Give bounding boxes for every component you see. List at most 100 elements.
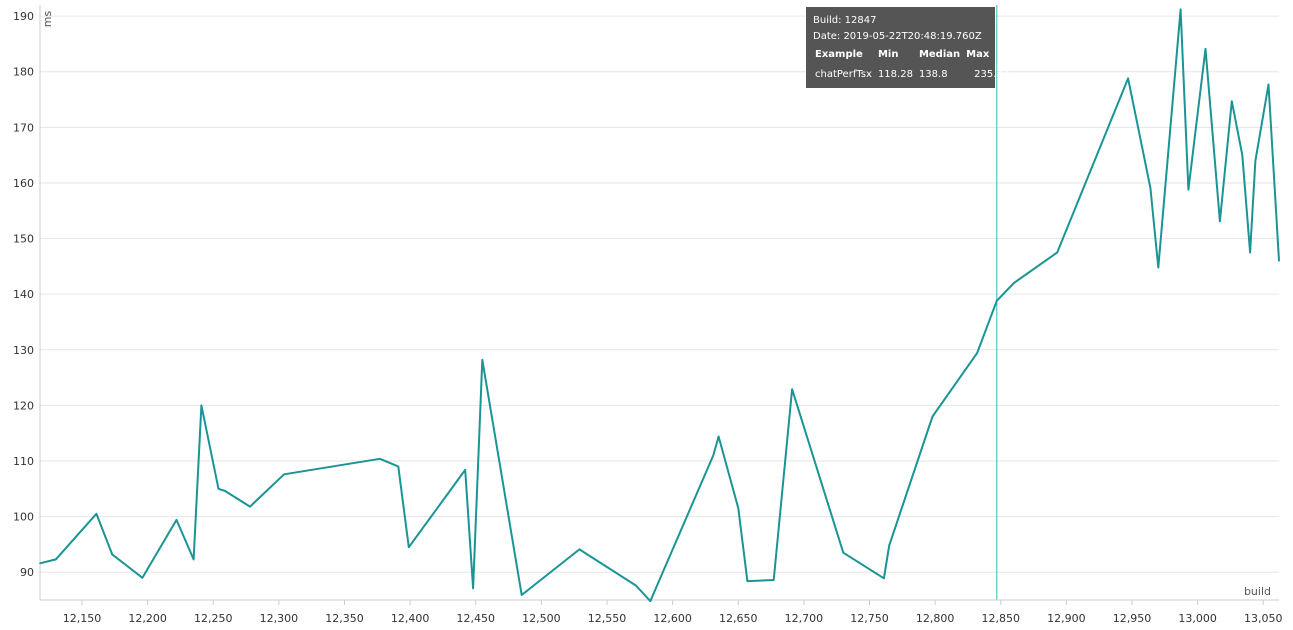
tooltip-header-example: Example: [815, 49, 863, 60]
data-point-12399: [408, 546, 410, 548]
data-point-12964: [1149, 187, 1152, 189]
data-point-12304: [283, 473, 285, 476]
x-tick-label-12250: 12,250: [194, 612, 233, 625]
tooltip-header-min: Min: [877, 49, 899, 60]
x-tick-label-12900: 12,900: [1047, 612, 1086, 625]
tooltip-min-value: 118.28: [877, 69, 913, 80]
data-point-12448: [472, 587, 474, 590]
data-point-12173: [111, 553, 113, 556]
data-point-12987: [1179, 8, 1182, 11]
data-point-12677: [772, 579, 775, 581]
y-tick-label-170: 170: [13, 121, 34, 134]
y-tick-label-180: 180: [13, 66, 34, 79]
data-point-12657: [746, 580, 749, 582]
tooltip-header-max: Max: [966, 49, 990, 60]
axes: [39, 5, 1279, 601]
series-layer: [39, 8, 1280, 603]
data-point-13026: [1231, 100, 1233, 102]
data-point-12970: [1157, 266, 1160, 269]
data-point-12118: [39, 562, 41, 565]
x-tick-label-12300: 12,300: [260, 612, 299, 625]
data-point-12993: [1187, 188, 1190, 191]
data-point-12947: [1127, 77, 1129, 80]
tooltip-date: Date: 2019-05-22T20:48:19.760Z: [813, 31, 982, 42]
data-point-12583: [649, 600, 652, 602]
tooltip-data-row: chatPerfTsx 118.28 138.8 235.32: [813, 65, 1013, 83]
tooltip-max-value: 235.32: [974, 69, 1010, 80]
data-point-12130: [55, 558, 57, 561]
tooltip-table: Example Min Median Max chatPerfTsx 118.2…: [813, 47, 1013, 83]
data-point-12847: [996, 300, 998, 302]
data-point-13044: [1254, 159, 1257, 162]
y-tick-label-90: 90: [20, 566, 34, 579]
x-tick-label-12800: 12,800: [916, 612, 955, 625]
x-tick-label-12500: 12,500: [522, 612, 561, 625]
data-point-12485: [520, 594, 523, 596]
data-point-12529: [578, 548, 581, 551]
y-axis-ticks: 90 100 110 120 130 140 150 160 170 180 190: [13, 10, 34, 579]
y-tick-label-190: 190: [13, 10, 34, 23]
x-axis-ticks: 12,150 12,200 12,250 12,300 12,350 12,400 12,4…: [63, 600, 1283, 625]
data-point-12196: [141, 577, 144, 579]
x-tick-label-12400: 12,400: [391, 612, 430, 625]
data-point-12254: [217, 488, 220, 490]
data-point-12631: [712, 454, 715, 457]
x-tick-label-12200: 12,200: [128, 612, 167, 625]
data-point-12860: [1013, 282, 1015, 284]
x-tick-label-12750: 12,750: [850, 612, 889, 625]
x-axis-title: build: [1244, 585, 1271, 598]
x-tick-label-12650: 12,650: [719, 612, 758, 625]
x-tick-label-12450: 12,450: [457, 612, 496, 625]
series-line-0: [39, 8, 1280, 603]
x-tick-label-12550: 12,550: [588, 612, 627, 625]
x-tick-label-13050: 13,050: [1244, 612, 1283, 625]
tooltip-header-row: Example Min Median Max: [813, 47, 1013, 65]
grid-lines: [40, 15, 1279, 573]
y-tick-label-120: 120: [13, 399, 34, 412]
y-axis-title: ms: [41, 11, 54, 28]
y-tick-label-110: 110: [13, 455, 34, 468]
y-tick-label-140: 140: [13, 288, 34, 301]
x-tick-label-12850: 12,850: [982, 612, 1021, 625]
data-point-12650: [737, 507, 740, 510]
data-point-12798: [931, 415, 934, 418]
data-point-12730: [842, 551, 845, 554]
x-tick-label-12150: 12,150: [63, 612, 102, 625]
data-point-13006: [1204, 48, 1207, 50]
tooltip-build: Build: 12847: [813, 15, 877, 26]
tooltip-header-median: Median: [918, 49, 961, 60]
data-point-12377: [379, 458, 381, 460]
data-point-12572: [635, 584, 637, 587]
data-point-12161: [95, 513, 98, 515]
y-tick-label-100: 100: [13, 511, 34, 524]
y-tick-label-130: 130: [13, 344, 34, 357]
data-point-12442: [464, 469, 467, 471]
data-point-12241: [200, 404, 203, 407]
data-point-12259: [224, 490, 226, 492]
data-point-12235: [192, 558, 195, 561]
data-point-12765: [888, 544, 890, 547]
data-point-12455: [481, 359, 484, 361]
data-point-12761: [883, 577, 885, 580]
data-point-13062: [1278, 260, 1280, 262]
data-point-12278: [249, 505, 251, 508]
y-tick-label-150: 150: [13, 233, 34, 246]
x-tick-label-12700: 12,700: [785, 612, 824, 625]
data-point-13034: [1241, 154, 1244, 156]
data-point-12222: [175, 519, 178, 521]
tooltip-example-name: chatPerfTsx: [815, 69, 872, 80]
x-tick-label-12350: 12,350: [325, 612, 364, 625]
hover-tooltip: Build: 12847 Date: 2019-05-22T20:48:19.7…: [806, 7, 1009, 88]
data-point-13017: [1219, 220, 1221, 223]
x-tick-label-12950: 12,950: [1113, 612, 1152, 625]
data-point-12635: [717, 435, 720, 438]
x-tick-label-13000: 13,000: [1178, 612, 1217, 625]
y-tick-label-160: 160: [13, 177, 34, 190]
tooltip-median-value: 138.8: [918, 69, 948, 80]
data-point-12391: [397, 465, 400, 468]
data-point-13040: [1249, 251, 1251, 254]
data-point-13054: [1267, 83, 1270, 86]
data-point-12893: [1056, 251, 1058, 254]
data-point-12691: [791, 388, 793, 391]
data-point-12832: [976, 352, 978, 354]
